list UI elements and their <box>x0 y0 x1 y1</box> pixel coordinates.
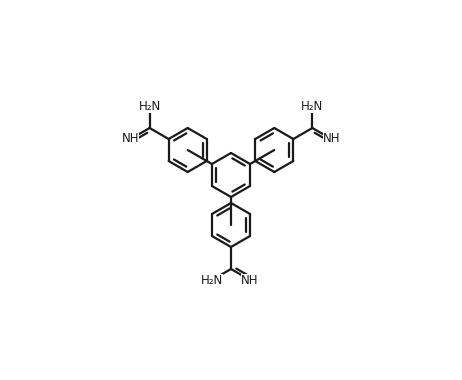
Text: H₂N: H₂N <box>301 100 323 112</box>
Text: NH: NH <box>323 133 340 146</box>
Text: H₂N: H₂N <box>139 100 161 112</box>
Text: H₂N: H₂N <box>201 274 223 287</box>
Text: NH: NH <box>241 274 259 287</box>
Text: NH: NH <box>122 133 139 146</box>
